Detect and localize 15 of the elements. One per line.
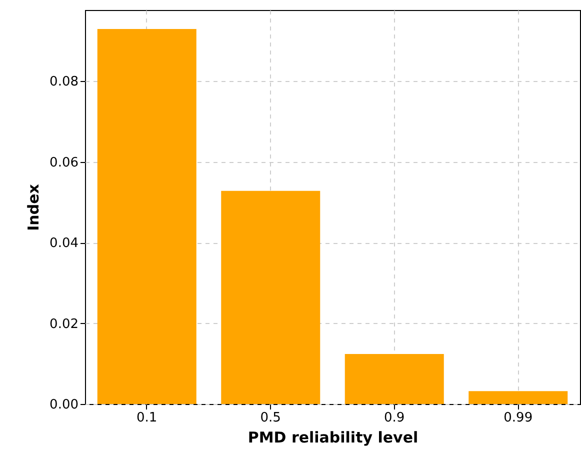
bar bbox=[221, 190, 320, 404]
y-tick-label: 0.04 bbox=[50, 236, 78, 252]
y-tick-label: 0.06 bbox=[50, 155, 78, 170]
x-tick-label: 0.99 bbox=[504, 410, 533, 426]
y-axis-title: Index bbox=[24, 184, 43, 231]
bar bbox=[97, 28, 196, 404]
bar bbox=[468, 391, 568, 404]
x-tick-label: 0.1 bbox=[136, 410, 158, 426]
y-tick-label: 0.02 bbox=[50, 316, 78, 332]
bar bbox=[344, 354, 444, 404]
y-tick-label: 0.00 bbox=[50, 398, 78, 412]
x-tick-label: 0.9 bbox=[384, 410, 405, 426]
x-axis-title: PMD reliability level bbox=[248, 428, 418, 446]
y-tick-label: 0.08 bbox=[50, 74, 78, 90]
x-tick-label: 0.5 bbox=[260, 410, 281, 426]
